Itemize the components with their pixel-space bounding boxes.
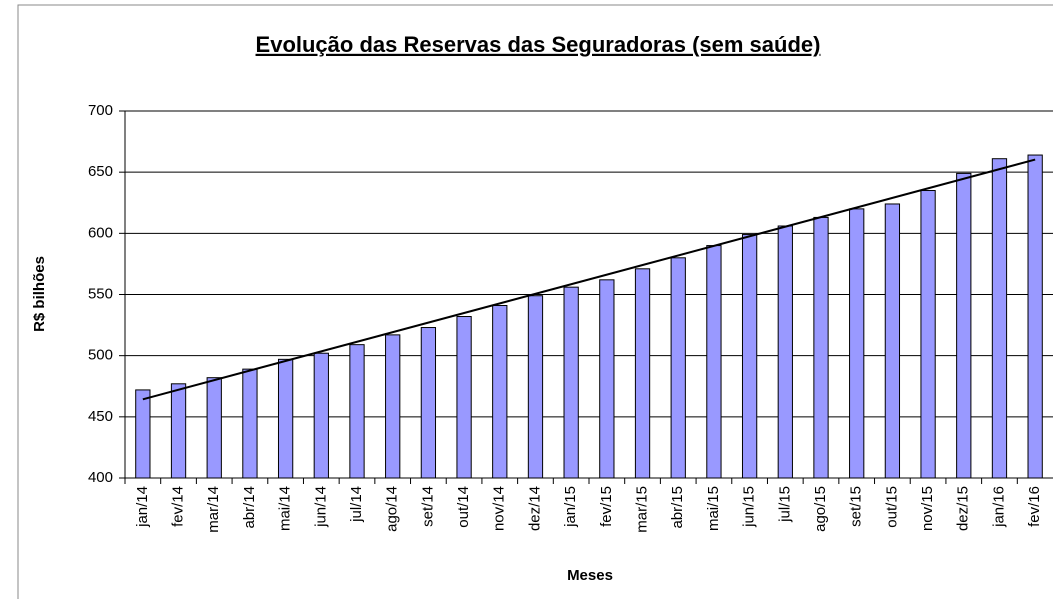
bar — [135, 389, 151, 479]
bar — [599, 279, 615, 479]
bar — [634, 268, 651, 479]
y-tick-label: 400 — [88, 469, 113, 486]
bar — [492, 305, 508, 479]
x-tick-label: ago/15 — [812, 486, 829, 532]
x-tick-label: out/14 — [455, 486, 472, 528]
bar — [777, 225, 793, 479]
chart-title: Evolução das Reservas das Seguradoras (s… — [256, 32, 821, 57]
bar — [170, 383, 187, 479]
x-tick-label: dez/14 — [526, 486, 543, 531]
x-tick-label: jul/15 — [776, 486, 793, 523]
y-tick-label: 650 — [88, 163, 113, 180]
bar — [706, 245, 722, 479]
x-tick-label: out/15 — [883, 486, 900, 528]
bar — [813, 216, 829, 479]
bar — [385, 334, 401, 479]
bar — [670, 257, 686, 479]
x-tick-label: set/14 — [419, 486, 436, 527]
x-tick-label: abr/14 — [241, 486, 258, 529]
y-tick-label: 600 — [88, 224, 113, 241]
x-tick-label: mai/15 — [705, 486, 722, 531]
x-tick-label: jul/14 — [348, 486, 365, 523]
x-tick-label: fev/16 — [1026, 486, 1043, 527]
trendline — [142, 158, 1036, 401]
x-tick-label: jun/14 — [312, 486, 329, 528]
x-tick-label: mar/15 — [634, 486, 651, 533]
bar — [242, 368, 258, 479]
bar — [741, 234, 758, 479]
x-tick-label: jan/15 — [562, 486, 579, 528]
y-tick-label: 500 — [88, 347, 113, 364]
y-tick-label: 550 — [88, 285, 113, 302]
x-tick-label: abr/15 — [669, 486, 686, 529]
bar — [277, 358, 294, 479]
bar — [1027, 154, 1043, 479]
x-tick-label: jun/15 — [741, 486, 758, 528]
x-tick-label: jan/16 — [990, 486, 1007, 528]
x-tick-label: jan/14 — [134, 486, 151, 528]
bar — [313, 352, 329, 479]
x-tick-label: ago/14 — [384, 486, 401, 532]
bar — [563, 286, 579, 479]
bar — [206, 377, 222, 479]
bar — [420, 327, 437, 479]
bar — [956, 172, 972, 479]
bar — [884, 203, 901, 479]
y-tick-label: 450 — [88, 408, 113, 425]
x-tick-label: nov/15 — [919, 486, 936, 531]
x-tick-label: fev/15 — [598, 486, 615, 527]
y-axis-label: R$ bilhões — [31, 256, 48, 332]
x-tick-label: nov/14 — [491, 486, 508, 531]
y-tick-label: 700 — [88, 102, 113, 119]
bar — [991, 158, 1008, 479]
bar — [920, 190, 936, 479]
bar — [527, 295, 544, 479]
x-tick-label: dez/15 — [955, 486, 972, 531]
x-tick-label: fev/14 — [170, 486, 187, 527]
x-axis-label: Meses — [567, 567, 613, 584]
x-tick-label: set/15 — [848, 486, 865, 527]
x-tick-label: mai/14 — [277, 486, 294, 531]
bar — [456, 316, 472, 479]
bar — [849, 208, 865, 479]
bar — [349, 344, 365, 479]
x-tick-label: mar/14 — [205, 486, 222, 533]
